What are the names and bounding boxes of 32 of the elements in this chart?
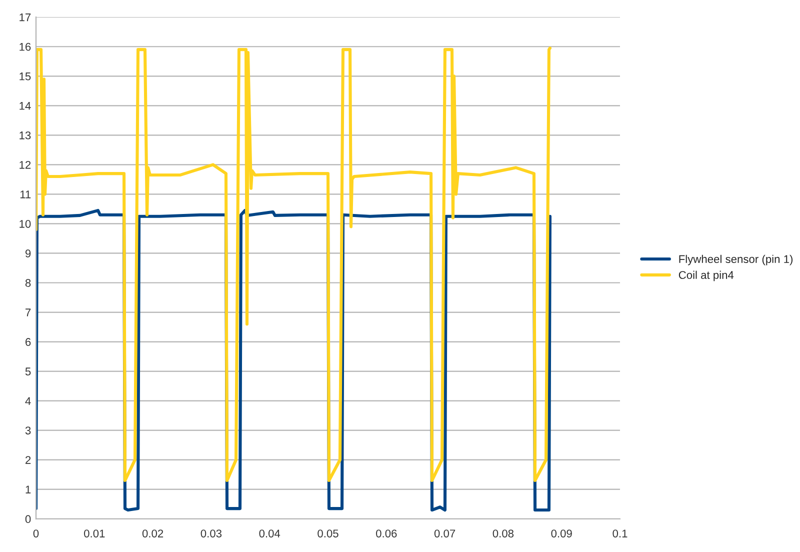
y-tick-label: 6 — [26, 338, 31, 346]
x-tick-label: 0.08 — [492, 530, 514, 538]
x-tick-label: 0.05 — [318, 530, 338, 538]
line-series — [36, 46, 552, 482]
y-tick-label: 12 — [20, 160, 31, 169]
y-tick-label: 9 — [25, 250, 31, 258]
y-tick-label: 3 — [25, 426, 31, 434]
legend-label: Flywheel sensor (pin 1) — [679, 254, 793, 266]
y-tick-label: 16 — [20, 42, 31, 51]
y-tick-label: 14 — [20, 102, 31, 110]
x-tick-label: 0.04 — [259, 530, 280, 538]
y-tick-label: 10 — [20, 220, 31, 228]
y-tick-label: 8 — [25, 279, 31, 287]
y-tick-label: 2 — [26, 456, 31, 464]
x-tick-label: 0.03 — [200, 530, 222, 538]
x-tick-label: 0.02 — [142, 530, 164, 538]
x-tick-label: 0.07 — [434, 530, 456, 538]
y-tick-label: 17 — [20, 13, 31, 22]
legend-label: Coil at pin4 — [678, 270, 734, 282]
y-tick-label: 11 — [20, 190, 31, 198]
y-tick-label: 7 — [26, 308, 31, 316]
y-tick-label: 15 — [20, 72, 31, 80]
x-tick-label: 0.01 — [84, 530, 105, 538]
y-tick-label: 0 — [25, 515, 31, 524]
y-tick-label: 4 — [25, 397, 31, 405]
x-tick-label: 0.06 — [376, 530, 397, 538]
x-tick-label: 0 — [33, 530, 39, 538]
x-tick-label: 0.09 — [551, 530, 572, 538]
y-tick-label: 1 — [26, 486, 31, 494]
y-tick-label: 5 — [25, 368, 31, 376]
x-tick-label: 0.1 — [612, 530, 628, 538]
y-tick-label: 13 — [20, 131, 31, 140]
